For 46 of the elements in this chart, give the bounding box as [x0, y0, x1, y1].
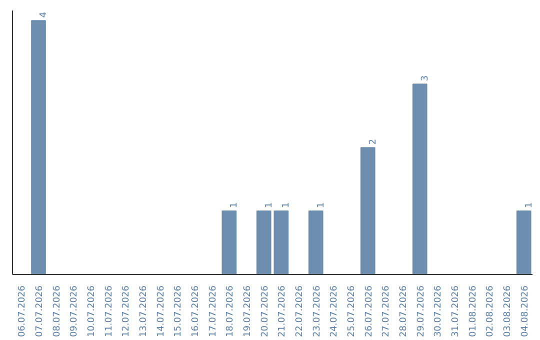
data-label: 1	[282, 202, 292, 208]
x-tick-label: 25.07.2026	[347, 285, 357, 338]
x-tick-label: 30.07.2026	[434, 285, 444, 338]
x-tick-label: 01.08.2026	[468, 285, 478, 338]
bar	[412, 84, 428, 274]
data-label: 3	[420, 75, 430, 82]
x-tick-label: 14.07.2026	[156, 285, 166, 338]
x-tick-label: 02.08.2026	[486, 285, 496, 338]
bar	[360, 147, 376, 274]
x-tick-label: 11.07.2026	[104, 285, 114, 338]
x-tick-label: 09.07.2026	[70, 285, 80, 338]
bar	[31, 20, 46, 274]
bar	[256, 210, 272, 274]
x-tick-label: 22.07.2026	[295, 285, 305, 338]
x-tick-label: 16.07.2026	[191, 285, 201, 338]
data-label: 4	[39, 12, 49, 18]
x-tick-label: 26.07.2026	[364, 285, 374, 338]
x-tick-label: 20.07.2026	[260, 285, 270, 338]
data-label: 2	[368, 138, 378, 145]
data-label: 1	[316, 202, 326, 208]
data-label: 1	[230, 202, 240, 208]
x-tick-label: 19.07.2026	[243, 285, 253, 338]
x-tick-label: 21.07.2026	[278, 285, 288, 338]
x-tick-label: 17.07.2026	[208, 285, 218, 338]
data-label: 1	[524, 202, 534, 208]
x-tick-label: 18.07.2026	[226, 285, 236, 338]
x-tick-label: 15.07.2026	[174, 285, 184, 338]
x-tick-label: 06.07.2026	[18, 285, 28, 338]
x-tick-label: 24.07.2026	[330, 285, 340, 338]
x-tick-label: 31.07.2026	[451, 285, 461, 338]
x-tick-label: 04.08.2026	[520, 285, 530, 338]
x-tick-label: 29.07.2026	[416, 285, 426, 338]
bar	[516, 210, 532, 274]
x-tick-label: 03.08.2026	[503, 285, 513, 338]
bar	[222, 210, 237, 274]
x-tick-label: 23.07.2026	[312, 285, 322, 338]
x-tick-label: 27.07.2026	[382, 285, 392, 338]
data-label: 1	[264, 202, 274, 208]
bar	[308, 210, 324, 274]
x-tick-label: 07.07.2026	[35, 285, 45, 338]
x-tick-label: 12.07.2026	[122, 285, 132, 338]
x-tick-label: 13.07.2026	[139, 285, 149, 338]
x-tick-label: 28.07.2026	[399, 285, 409, 338]
x-tick-label: 10.07.2026	[87, 285, 97, 338]
x-tick-label: 08.07.2026	[52, 285, 62, 338]
bar	[274, 210, 289, 274]
